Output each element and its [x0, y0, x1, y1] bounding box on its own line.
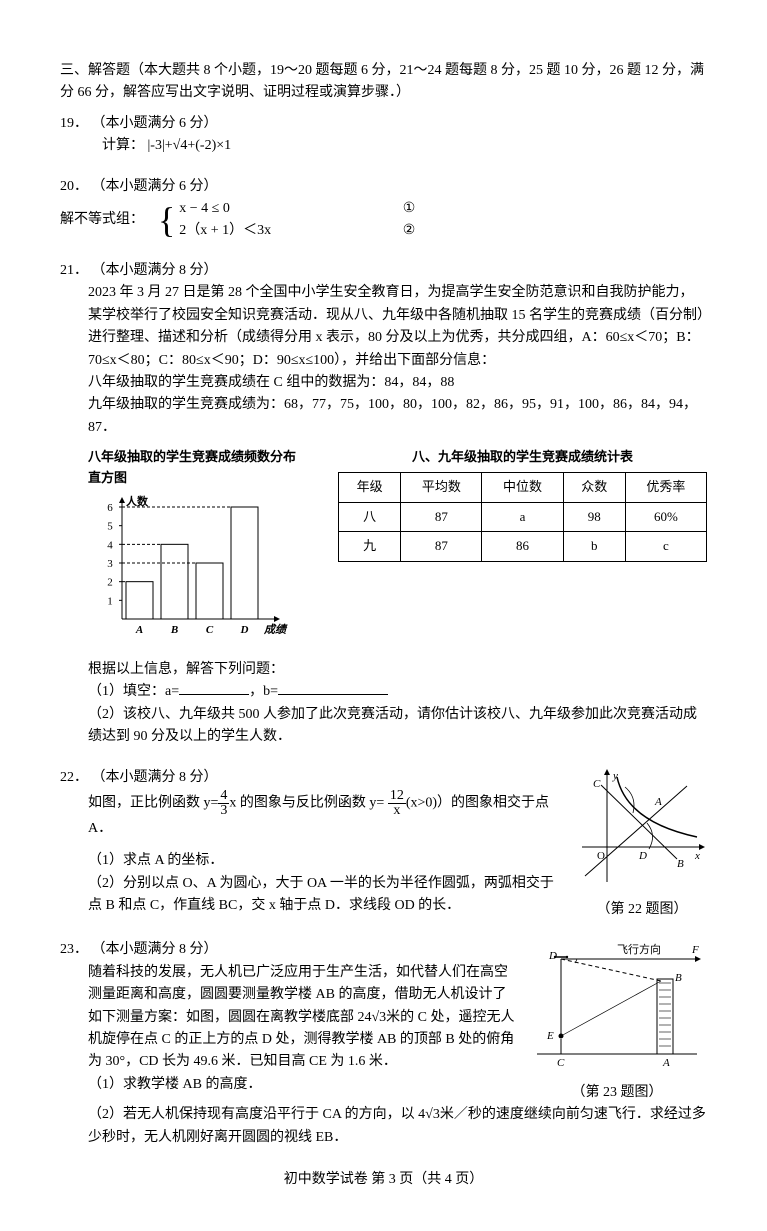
p23-num: 23． [60, 942, 88, 957]
p22-svg: OxyACBD [577, 767, 707, 887]
p22-figure: OxyACBD （第 22 题图） [577, 767, 707, 922]
p22-frac2: 12x [388, 789, 406, 818]
svg-text:2: 2 [107, 576, 113, 588]
blank-b [278, 681, 388, 695]
p23-q2: （2）若无人机保持现有高度沿平行于 CA 的方向，以 4√3米／秒的速度继续向前… [60, 1104, 707, 1149]
p19-num: 19． [60, 116, 88, 131]
svg-text:3: 3 [107, 558, 113, 570]
p21-para3: 九年级抽取的学生竞赛成绩为：68，77，75，100，80，100，82，86，… [60, 394, 707, 439]
p22-q1: （1）求点 A 的坐标． [60, 850, 565, 872]
p20-eq1-label: ① [403, 198, 416, 220]
svg-text:A: A [654, 796, 662, 808]
histogram-title: 八年级抽取的学生竞赛成绩频数分布直方图 [88, 447, 308, 489]
table-cell: 98 [563, 502, 625, 532]
table-cell: 九 [339, 532, 401, 562]
table-cell: a [482, 502, 563, 532]
table-cell: c [625, 532, 706, 562]
p22-pts: （本小题满分 8 分） [92, 770, 218, 785]
problem-19: 19． （本小题满分 6 分） 计算： |-3|+√4+(-2)×1 [60, 113, 707, 158]
p21-para2: 八年级抽取的学生竞赛成绩在 C 组中的数据为：84，84，88 [60, 372, 707, 394]
p20-stem: 解不等式组： [60, 209, 144, 231]
svg-text:B: B [677, 858, 684, 870]
table-cell: 87 [401, 502, 482, 532]
p23-figure: BACEDF飞行方向 （第 23 题图） [527, 939, 707, 1104]
svg-text:B: B [675, 972, 682, 984]
p22-stem-b: x 的图象与反比例函数 y= [229, 796, 387, 811]
svg-text:4: 4 [107, 539, 113, 551]
table-header: 平均数 [401, 472, 482, 502]
p21-q2: （2）该校八、九年级共 500 人参加了此次竞赛活动，请你估计该校八、九年级参加… [60, 704, 707, 749]
table-header: 优秀率 [625, 472, 706, 502]
p22-q2: （2）分别以点 O、A 为圆心，大于 OA 一半的长为半径作圆弧，两弧相交于点 … [60, 873, 565, 918]
p20-pts: （本小题满分 6 分） [92, 179, 218, 194]
p23-para: 随着科技的发展，无人机已广泛应用于生产生活，如代替人们在高空测量距离和高度，圆圆… [60, 962, 515, 1074]
svg-text:C: C [206, 624, 214, 636]
p19-pts: （本小题满分 6 分） [92, 116, 218, 131]
table-header: 众数 [563, 472, 625, 502]
page-footer: 初中数学试卷 第 3 页（共 4 页） [60, 1169, 707, 1191]
svg-text:人数: 人数 [126, 494, 149, 508]
svg-text:D: D [638, 850, 647, 862]
table-cell: 86 [482, 532, 563, 562]
svg-text:C: C [557, 1057, 565, 1069]
table-header: 中位数 [482, 472, 563, 502]
table-cell: 八 [339, 502, 401, 532]
p21-pts: （本小题满分 8 分） [92, 263, 218, 278]
table-cell: b [563, 532, 625, 562]
table-cell: 60% [625, 502, 706, 532]
p22-num: 22． [60, 770, 88, 785]
p19-expr: |-3|+√4+(-2)×1 [148, 138, 232, 153]
stats-table-wrap: 八、九年级抽取的学生竞赛成绩统计表 年级平均数中位数众数优秀率八87a9860%… [338, 447, 707, 562]
p23-pts: （本小题满分 8 分） [92, 942, 218, 957]
svg-text:E: E [546, 1030, 554, 1042]
table-row: 八87a9860% [339, 502, 707, 532]
svg-text:6: 6 [107, 502, 113, 514]
svg-text:B: B [170, 624, 178, 636]
p20-eq2-label: ② [403, 220, 416, 242]
svg-text:1: 1 [107, 595, 113, 607]
table-row: 九8786bc [339, 532, 707, 562]
p21-num: 21． [60, 263, 88, 278]
svg-text:成绩: 成绩 [263, 623, 288, 636]
p20-num: 20． [60, 179, 88, 194]
svg-text:C: C [593, 778, 601, 790]
histogram-svg: 人数成绩 1 2 3 4 5 6 A B C D [88, 493, 288, 643]
svg-text:O: O [597, 850, 605, 862]
p20-eq2: 2（x + 1）＜3x [179, 220, 359, 242]
left-brace: { [158, 202, 175, 238]
section-heading: 三、解答题（本大题共 8 个小题，19～20 题每题 6 分，21～24 题每题… [60, 60, 707, 105]
p23-q1: （1）求教学楼 AB 的高度． [60, 1074, 515, 1096]
p21-q1a: （1）填空：a= [88, 684, 179, 699]
problem-23: 23． （本小题满分 8 分） 随着科技的发展，无人机已广泛应用于生产生活，如代… [60, 939, 707, 1149]
p22-caption: （第 22 题图） [577, 899, 707, 921]
svg-text:5: 5 [107, 520, 113, 532]
p23-caption: （第 23 题图） [527, 1082, 707, 1104]
p22-stem-a: 如图，正比例函数 y= [88, 796, 218, 811]
svg-text:飞行方向: 飞行方向 [617, 942, 661, 956]
blank-a [179, 681, 249, 695]
histogram: 八年级抽取的学生竞赛成绩频数分布直方图 人数成绩 1 2 3 4 5 6 A B C D [88, 447, 308, 651]
table-cell: 87 [401, 532, 482, 562]
p23-svg: BACEDF飞行方向 [527, 939, 707, 1069]
p20-eq1: x − 4 ≤ 0 [179, 198, 359, 220]
p21-q1b: ，b= [249, 684, 278, 699]
stats-table-title: 八、九年级抽取的学生竞赛成绩统计表 [338, 447, 707, 468]
p21-para1: 2023 年 3 月 27 日是第 28 个全国中小学生安全教育日，为提高学生安… [60, 282, 707, 372]
svg-text:A: A [135, 624, 143, 636]
p19-label: 计算： [102, 138, 144, 153]
svg-text:F: F [691, 944, 699, 956]
svg-text:x: x [694, 850, 700, 862]
problem-21: 21． （本小题满分 8 分） 2023 年 3 月 27 日是第 28 个全国… [60, 260, 707, 749]
p22-frac1: 43 [218, 789, 229, 818]
problem-20: 20． （本小题满分 6 分） 解不等式组： { x − 4 ≤ 0 ① 2（x… [60, 176, 707, 242]
table-header: 年级 [339, 472, 401, 502]
svg-text:D: D [240, 624, 249, 636]
inequality-system: { x − 4 ≤ 0 ① 2（x + 1）＜3x ② [144, 198, 415, 242]
svg-text:A: A [662, 1057, 670, 1069]
stats-table: 年级平均数中位数众数优秀率八87a9860%九8786bc [338, 472, 707, 562]
problem-22: 22． （本小题满分 8 分） 如图，正比例函数 y=43x 的图象与反比例函数… [60, 767, 707, 922]
p21-after: 根据以上信息，解答下列问题： [60, 659, 707, 681]
